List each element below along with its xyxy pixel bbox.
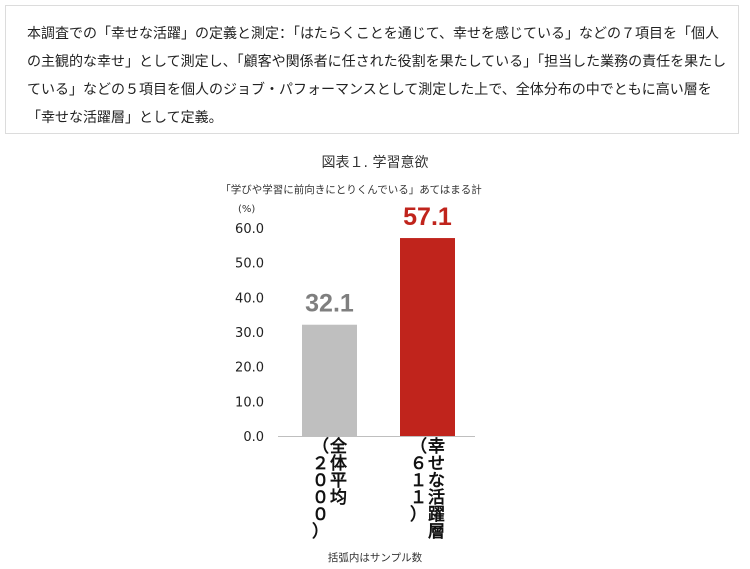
chart-subtitle: 「学びや学習に前向きにとりくんでいる」あてはまる計 [220,183,482,196]
y-tick-label: 40.0 [235,291,264,306]
y-tick-label: 50.0 [235,257,264,272]
category-sample-label: （２０００） [312,436,329,542]
definition-note-box: 本調査での「幸せな活躍」の定義と測定：「はたらくことを通じて、幸せを感じている」… [5,5,739,134]
bar [400,238,455,436]
definition-note-text: 本調査での「幸せな活躍」の定義と測定：「はたらくことを通じて、幸せを感じている」… [27,26,727,126]
y-tick-label: 30.0 [235,326,264,341]
bar [302,324,357,436]
category-labels: 全体平均（２０００） 幸せな活躍層（６１１） [312,436,445,542]
y-tick-label: 0.0 [243,430,264,445]
category-name-label: 幸せな活躍層 [428,436,445,542]
bar-value-label: 32.1 [305,290,354,318]
y-tick-label: 10.0 [235,395,264,410]
chart-title: 図表１. 学習意欲 [322,154,429,171]
bars: 32.1 57.1 [302,203,455,436]
y-axis-unit: (%) [238,204,255,215]
y-tick-label: 60.0 [235,222,264,237]
y-tick-label: 20.0 [235,361,264,376]
y-axis-ticks: 0.0 10.0 20.0 30.0 40.0 50.0 60.0 [235,222,264,445]
category-sample-label: （６１１） [410,436,427,525]
bar-value-label: 57.1 [403,203,452,231]
chart-footnote: 括弧内はサンプル数 [328,551,423,564]
category-name-label: 全体平均 [329,436,348,508]
